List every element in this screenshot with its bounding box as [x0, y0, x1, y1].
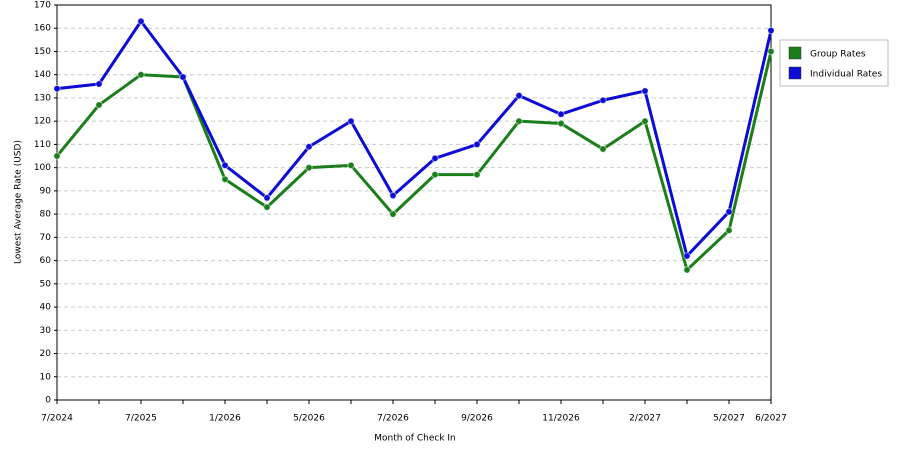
- point: [389, 210, 397, 218]
- legend-swatch: [788, 66, 802, 80]
- y-tick-label: 90: [40, 186, 52, 196]
- point: [305, 143, 313, 151]
- point: [137, 71, 145, 79]
- point: [557, 119, 565, 128]
- point: [137, 17, 145, 25]
- y-axis-title: Lowest Average Rate (USD): [14, 140, 24, 264]
- point: [725, 226, 733, 235]
- y-tick-label: 30: [40, 326, 52, 336]
- y-tick-label: 100: [34, 163, 51, 173]
- y-tick-label: 150: [34, 47, 51, 57]
- y-tick-label: 170: [34, 1, 51, 11]
- point: [641, 117, 649, 125]
- point: [725, 208, 733, 216]
- point: [95, 80, 103, 88]
- x-tick-label: 5/2026: [293, 414, 325, 424]
- point: [473, 140, 481, 149]
- plot-frame: [56, 4, 772, 401]
- point: [431, 170, 439, 179]
- y-tick-label: 110: [34, 140, 51, 150]
- x-tick-label: 2/2027: [629, 414, 661, 424]
- x-tick-label: 7/2026: [377, 414, 409, 424]
- point: [599, 145, 607, 153]
- point: [515, 117, 523, 125]
- y-tick-label: 120: [34, 117, 51, 127]
- point: [347, 117, 355, 125]
- series-line: [55, 51, 773, 272]
- point: [473, 170, 481, 179]
- legend-swatch: [788, 46, 802, 60]
- point: [599, 96, 607, 104]
- x-tick-label: 1/2026: [209, 414, 241, 424]
- y-tick-label: 160: [34, 24, 51, 34]
- point: [515, 91, 523, 100]
- point: [53, 152, 61, 160]
- y-tick-label: 80: [40, 210, 52, 220]
- point: [683, 252, 691, 260]
- x-axis-title: Month of Check In: [374, 434, 456, 444]
- point: [221, 161, 229, 170]
- point: [389, 191, 397, 200]
- series-line: [56, 19, 773, 258]
- y-tick-label: 40: [40, 303, 52, 313]
- point: [683, 266, 691, 274]
- point: [767, 26, 775, 35]
- point: [179, 73, 187, 81]
- x-tick-label: 7/2024: [41, 414, 73, 424]
- point: [263, 203, 271, 211]
- y-tick-label: 50: [40, 279, 52, 289]
- point: [305, 163, 313, 172]
- point: [767, 47, 775, 56]
- point: [641, 87, 649, 95]
- point: [95, 101, 103, 109]
- point: [557, 110, 565, 118]
- point: [53, 84, 61, 93]
- point: [347, 161, 355, 170]
- x-tick-label: 5/2027: [713, 414, 745, 424]
- y-tick-label: 10: [40, 372, 52, 382]
- y-tick-label: 140: [34, 70, 51, 80]
- point: [431, 154, 439, 163]
- y-tick-label: 20: [40, 349, 52, 359]
- legend-label: Group Rates: [810, 50, 866, 60]
- legend-label: Individual Rates: [810, 70, 882, 80]
- x-tick-label: 9/2026: [461, 414, 493, 424]
- x-tick-label: 11/2026: [542, 414, 580, 424]
- x-tick-label: 7/2025: [125, 414, 157, 424]
- point: [221, 175, 229, 183]
- y-tick-label: 130: [34, 93, 51, 103]
- y-tick-label: 0: [45, 396, 51, 406]
- point: [263, 194, 271, 202]
- y-tick-label: 70: [40, 233, 52, 243]
- y-tick-label: 60: [40, 256, 52, 266]
- x-tick-label: 6/2027: [755, 414, 787, 424]
